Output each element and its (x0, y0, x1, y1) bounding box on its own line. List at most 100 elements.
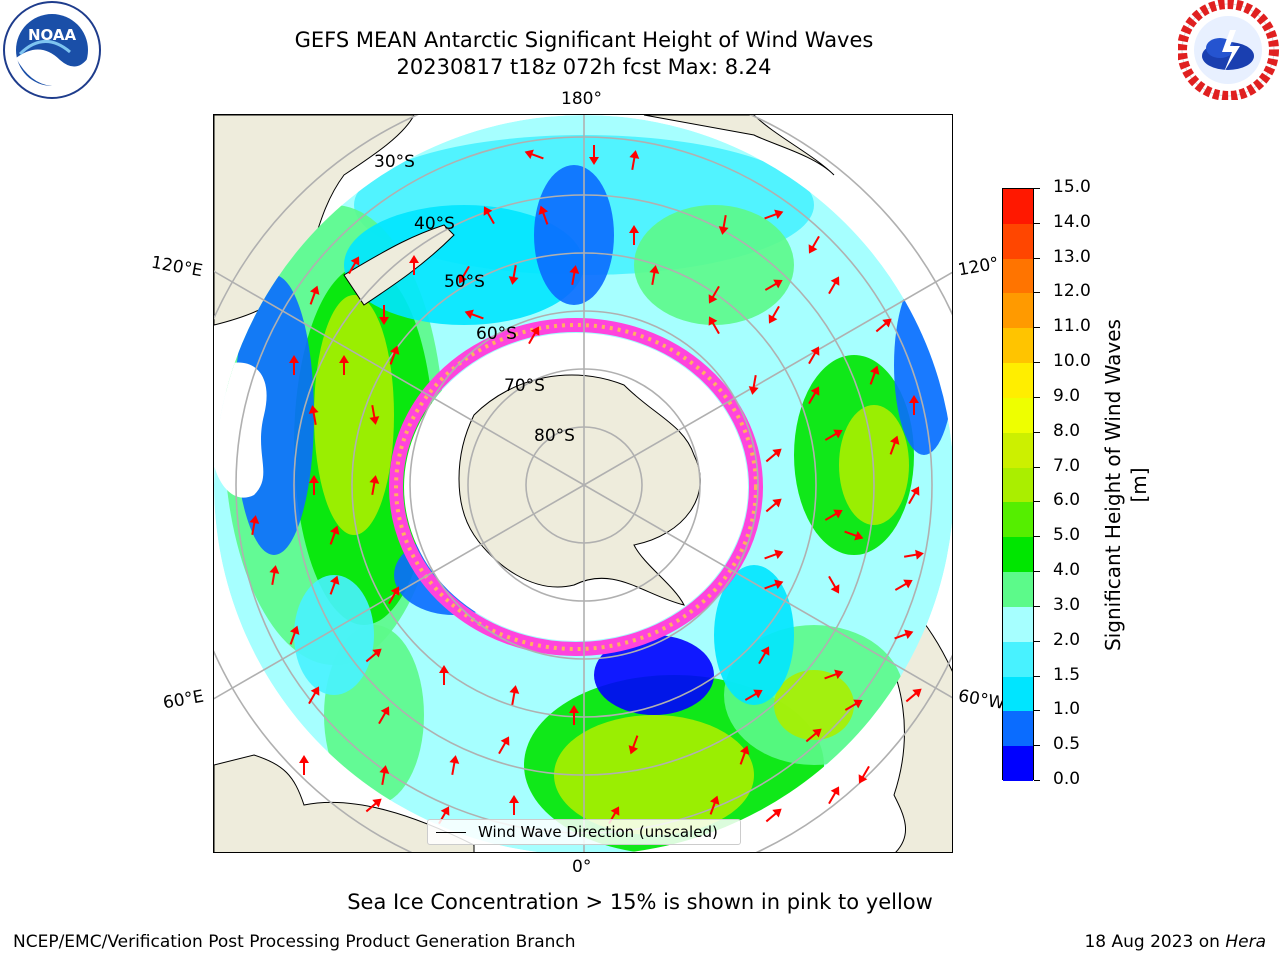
wave-direction-arrow (309, 475, 319, 495)
latitude-label: 40°S (414, 214, 455, 234)
colorbar-segment (1003, 746, 1033, 782)
wave-direction-arrow (439, 665, 449, 685)
lon-label-120w: 120° (956, 253, 1001, 281)
credit-text: NCEP/EMC/Verification Post Processing Pr… (13, 932, 576, 952)
wave-height-contour (774, 670, 854, 740)
colorbar-segment (1003, 502, 1033, 538)
wave-direction-arrow (708, 316, 720, 335)
meridian-line (583, 271, 952, 486)
wave-direction-arrow (289, 355, 299, 375)
arrow-head (830, 276, 840, 286)
wave-direction-arrow (299, 755, 309, 775)
arrow-head (289, 625, 300, 635)
wave-height-contour (314, 295, 394, 535)
arrow-head (310, 686, 320, 696)
arrow-head (379, 765, 390, 774)
arrow-head (309, 475, 319, 483)
wave-direction-arrow (903, 549, 924, 560)
meridian-line (214, 270, 585, 486)
arrow-head (854, 530, 864, 541)
arrow-head (708, 316, 718, 326)
wave-height-contour (554, 715, 754, 835)
wave-direction-arrow (844, 530, 864, 541)
antarctica (458, 374, 701, 606)
colorbar-tick (1034, 780, 1040, 781)
wave-direction-arrow (569, 265, 580, 286)
wave-direction-arrow (808, 346, 820, 365)
arrow-head (753, 689, 763, 699)
arrow-head (389, 345, 400, 355)
colorbar-tick-label: 9.0 (1053, 385, 1081, 406)
arrow-head (810, 386, 820, 396)
latitude-label: 70°S (504, 376, 545, 396)
colorbar-tick-label: 5.0 (1053, 525, 1081, 546)
colorbar-segment (1003, 223, 1033, 260)
arrow-head (772, 498, 782, 508)
wave-direction-arrow (524, 149, 544, 160)
wave-direction-arrow (269, 565, 280, 586)
wave-direction-arrow (379, 305, 389, 325)
colorbar-tick (1034, 396, 1040, 398)
colorbar-tick-label: 11.0 (1053, 316, 1091, 337)
wave-direction-arrow (464, 309, 484, 320)
colorbar-segment (1003, 606, 1033, 643)
wave-direction-arrow (348, 256, 360, 275)
arrow-head (830, 786, 840, 796)
wave-direction-arrow (378, 706, 390, 725)
latitude-label: 30°S (374, 152, 415, 172)
colorbar-segment (1003, 432, 1033, 469)
wave-direction-arrow (764, 209, 784, 220)
wave-direction-arrow (379, 765, 390, 786)
arrow-head (308, 405, 319, 414)
arrow-head (569, 265, 580, 274)
arrow-head (458, 274, 468, 284)
wave-direction-arrow (509, 685, 520, 706)
arrow-head (709, 795, 720, 805)
wave-direction-arrow (718, 214, 729, 235)
arrow-head (500, 736, 510, 746)
wave-direction-arrow (289, 625, 300, 645)
colorbar-tick (1034, 362, 1040, 364)
colorbar-segment (1003, 641, 1033, 678)
wave-direction-arrow (828, 575, 840, 594)
arrow-head (524, 149, 534, 160)
arrow-head (869, 365, 880, 375)
chart-title: GEFS MEAN Antarctic Significant Height o… (294, 28, 874, 52)
legend-label: Wind Wave Direction (unscaled) (478, 823, 718, 841)
colorbar-segment (1003, 676, 1033, 712)
wave-height-contour (344, 205, 584, 325)
arrow-head (772, 448, 782, 458)
arrow-head (439, 665, 449, 673)
wave-direction-arrow (908, 486, 920, 505)
arrow-head (508, 276, 519, 285)
arrow-head (853, 699, 863, 709)
colorbar-tick (1034, 222, 1040, 224)
wave-direction-arrow (329, 525, 340, 545)
arrow-head (909, 395, 919, 403)
arrow-head (912, 688, 922, 698)
arrow-head (903, 579, 913, 589)
wave-direction-arrow (828, 786, 840, 805)
meridian-line (583, 484, 952, 699)
wave-direction-arrow (805, 728, 822, 743)
wave-direction-arrow (875, 318, 892, 333)
arrow-head (299, 755, 309, 763)
arrow-head (628, 745, 639, 755)
wave-direction-arrow (629, 225, 639, 245)
colorbar-tick-label: 4.0 (1053, 560, 1081, 581)
colorbar-tick (1034, 710, 1040, 712)
arrow-head (739, 745, 750, 755)
arrow-head (910, 486, 920, 496)
lon-label-60e: 60°E (161, 686, 206, 714)
wave-direction-arrow (589, 145, 599, 165)
arrow-head (369, 475, 380, 484)
colorbar-segment (1003, 537, 1033, 573)
map-panel: 30°S 40°S 50°S 60°S 70°S 80°S (213, 114, 953, 853)
colorbar-tick-label: 14.0 (1053, 211, 1091, 232)
colorbar-tick-label: 7.0 (1053, 455, 1081, 476)
arrow-head (369, 416, 380, 425)
latitude-label: 50°S (444, 272, 485, 292)
wave-direction-arrow (894, 629, 914, 640)
arrow-head (760, 646, 770, 656)
lon-label-120e: 120°E (149, 252, 205, 282)
